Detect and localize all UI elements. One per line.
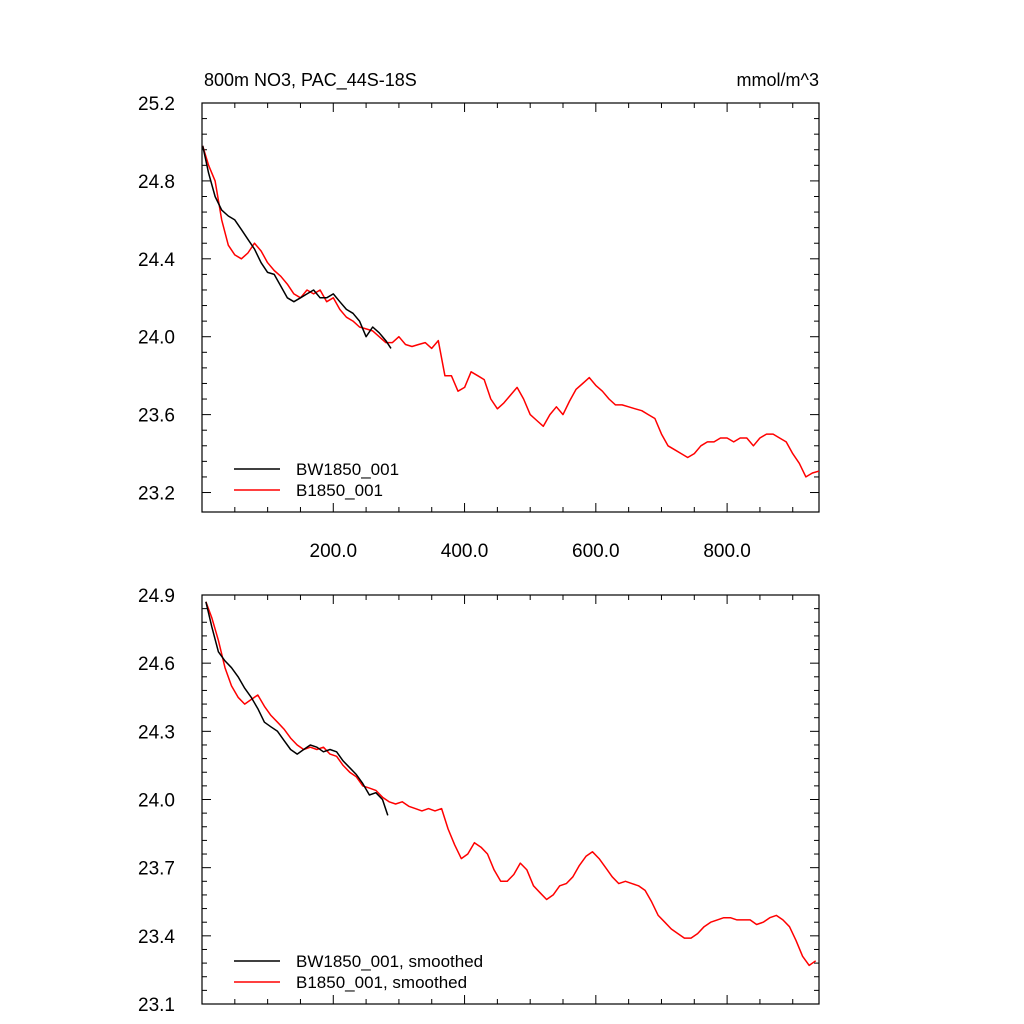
y-tick-label: 24.0 bbox=[138, 328, 175, 349]
y-tick-label: 24.3 bbox=[138, 722, 175, 743]
x-tick-label: 800.0 bbox=[703, 541, 751, 562]
legend-label-bw1850: BW1850_001 bbox=[296, 460, 399, 479]
top-panel: 800m NO3, PAC_44S-18S mmol/m^3 23.223.62… bbox=[138, 70, 820, 562]
top-series-line-bw1850-001 bbox=[202, 145, 392, 349]
x-tick-label: 400.0 bbox=[441, 541, 489, 562]
top-legend: BW1850_001 B1850_001 bbox=[234, 460, 399, 500]
bottom-series-line-bw1850-001-smoothed bbox=[205, 601, 389, 816]
top-plot-frame bbox=[201, 102, 820, 513]
top-series-group bbox=[202, 145, 819, 478]
y-tick-label: 24.9 bbox=[138, 586, 175, 607]
bottom-panel: 23.1 23.4 23.7 24.0 24.3 24.6 24.9 BW1850_001,… bbox=[138, 586, 820, 1016]
top-series-line-b1850-001 bbox=[202, 145, 819, 478]
y-tick-label: 24.8 bbox=[138, 172, 175, 193]
y-tick-label: 24.6 bbox=[138, 654, 175, 675]
y-tick-label: 23.7 bbox=[138, 859, 175, 880]
y-tick-label: 23.4 bbox=[138, 927, 175, 948]
bottom-series-group bbox=[205, 601, 817, 967]
y-tick-label: 23.6 bbox=[138, 406, 175, 427]
top-chart-units: mmol/m^3 bbox=[737, 70, 819, 90]
y-tick-label: 25.2 bbox=[138, 94, 175, 115]
top-ticks: 23.2 23.6 24.0 24.4 24.8 25.2 200.0 400.0 600.0 8… bbox=[138, 94, 819, 562]
top-chart-title: 800m NO3, PAC_44S-18S bbox=[204, 70, 417, 91]
y-tick-label: 24.0 bbox=[138, 791, 175, 812]
legend-label-b1850-smoothed: B1850_001, smoothed bbox=[296, 973, 467, 992]
x-tick-label: 600.0 bbox=[572, 541, 620, 562]
y-tick-label: 23.1 bbox=[138, 995, 175, 1016]
y-tick-label: 24.4 bbox=[138, 250, 175, 271]
bottom-ticks: 23.1 23.4 23.7 24.0 24.3 24.6 24.9 bbox=[138, 586, 819, 1016]
bottom-legend: BW1850_001, smoothed B1850_001, smoothed bbox=[234, 952, 483, 992]
bottom-series-line-b1850-001-smoothed bbox=[205, 601, 817, 967]
legend-label-b1850: B1850_001 bbox=[296, 481, 383, 500]
bottom-plot-frame bbox=[201, 594, 820, 1005]
x-tick-label: 200.0 bbox=[310, 541, 358, 562]
y-tick-label: 23.2 bbox=[138, 484, 175, 505]
legend-label-bw1850-smoothed: BW1850_001, smoothed bbox=[296, 952, 483, 971]
